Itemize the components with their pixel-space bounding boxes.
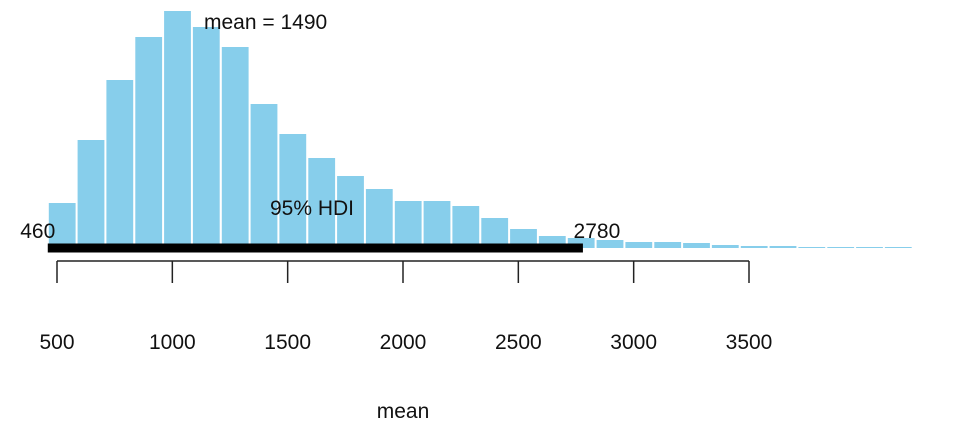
- x-tick-label: 2000: [380, 331, 427, 354]
- histogram-bar: [337, 176, 364, 248]
- hdi-high-label: 2780: [574, 220, 621, 243]
- x-axis-ticks: 500 1000 1500 2000 2500 3000 3500: [39, 261, 772, 354]
- histogram-bar: [106, 80, 134, 248]
- histogram-bar: [164, 11, 191, 248]
- histogram-bar: [740, 246, 768, 248]
- histogram-bar: [856, 247, 883, 248]
- mean-annotation: mean = 1490: [204, 11, 327, 34]
- hdi-label: 95% HDI: [270, 197, 354, 220]
- histogram-bar: [135, 37, 163, 248]
- histogram-bar: [48, 203, 76, 248]
- histogram-bar: [394, 201, 422, 248]
- histogram-bar: [308, 158, 336, 248]
- histogram-bar: [596, 240, 624, 248]
- histogram-bar: [481, 218, 509, 248]
- histogram-bar: [567, 238, 595, 248]
- histogram-bar: [769, 246, 797, 248]
- histogram-bar: [77, 140, 105, 248]
- x-tick-label: 1500: [264, 331, 311, 354]
- histogram-bars: [48, 11, 912, 248]
- histogram-bar: [884, 247, 912, 248]
- x-axis: 500 1000 1500 2000 2500 3000 3500: [39, 260, 772, 354]
- histogram-bar: [423, 201, 451, 248]
- histogram-bar: [510, 229, 537, 248]
- x-tick-label: 1000: [149, 331, 196, 354]
- histogram-bar: [683, 243, 710, 248]
- x-tick-label: 3000: [610, 331, 657, 354]
- x-tick-label: 2500: [495, 331, 542, 354]
- hdi-group: 95% HDI 460 2780: [20, 197, 621, 253]
- x-axis-label: mean: [377, 400, 430, 423]
- histogram-bar: [827, 247, 855, 248]
- x-tick-label: 3500: [726, 331, 773, 354]
- histogram-bar: [452, 206, 480, 248]
- histogram-bar: [365, 189, 393, 248]
- histogram-bar: [711, 245, 739, 248]
- histogram-bar: [250, 104, 278, 248]
- histogram-bar: [625, 242, 653, 248]
- histogram-bar: [279, 134, 307, 248]
- hdi-low-label: 460: [20, 220, 55, 243]
- histogram-bar: [654, 242, 682, 248]
- x-tick-label: 500: [39, 331, 74, 354]
- histogram-bar: [192, 27, 220, 248]
- histogram-bar: [221, 47, 249, 248]
- histogram-bar: [798, 247, 826, 248]
